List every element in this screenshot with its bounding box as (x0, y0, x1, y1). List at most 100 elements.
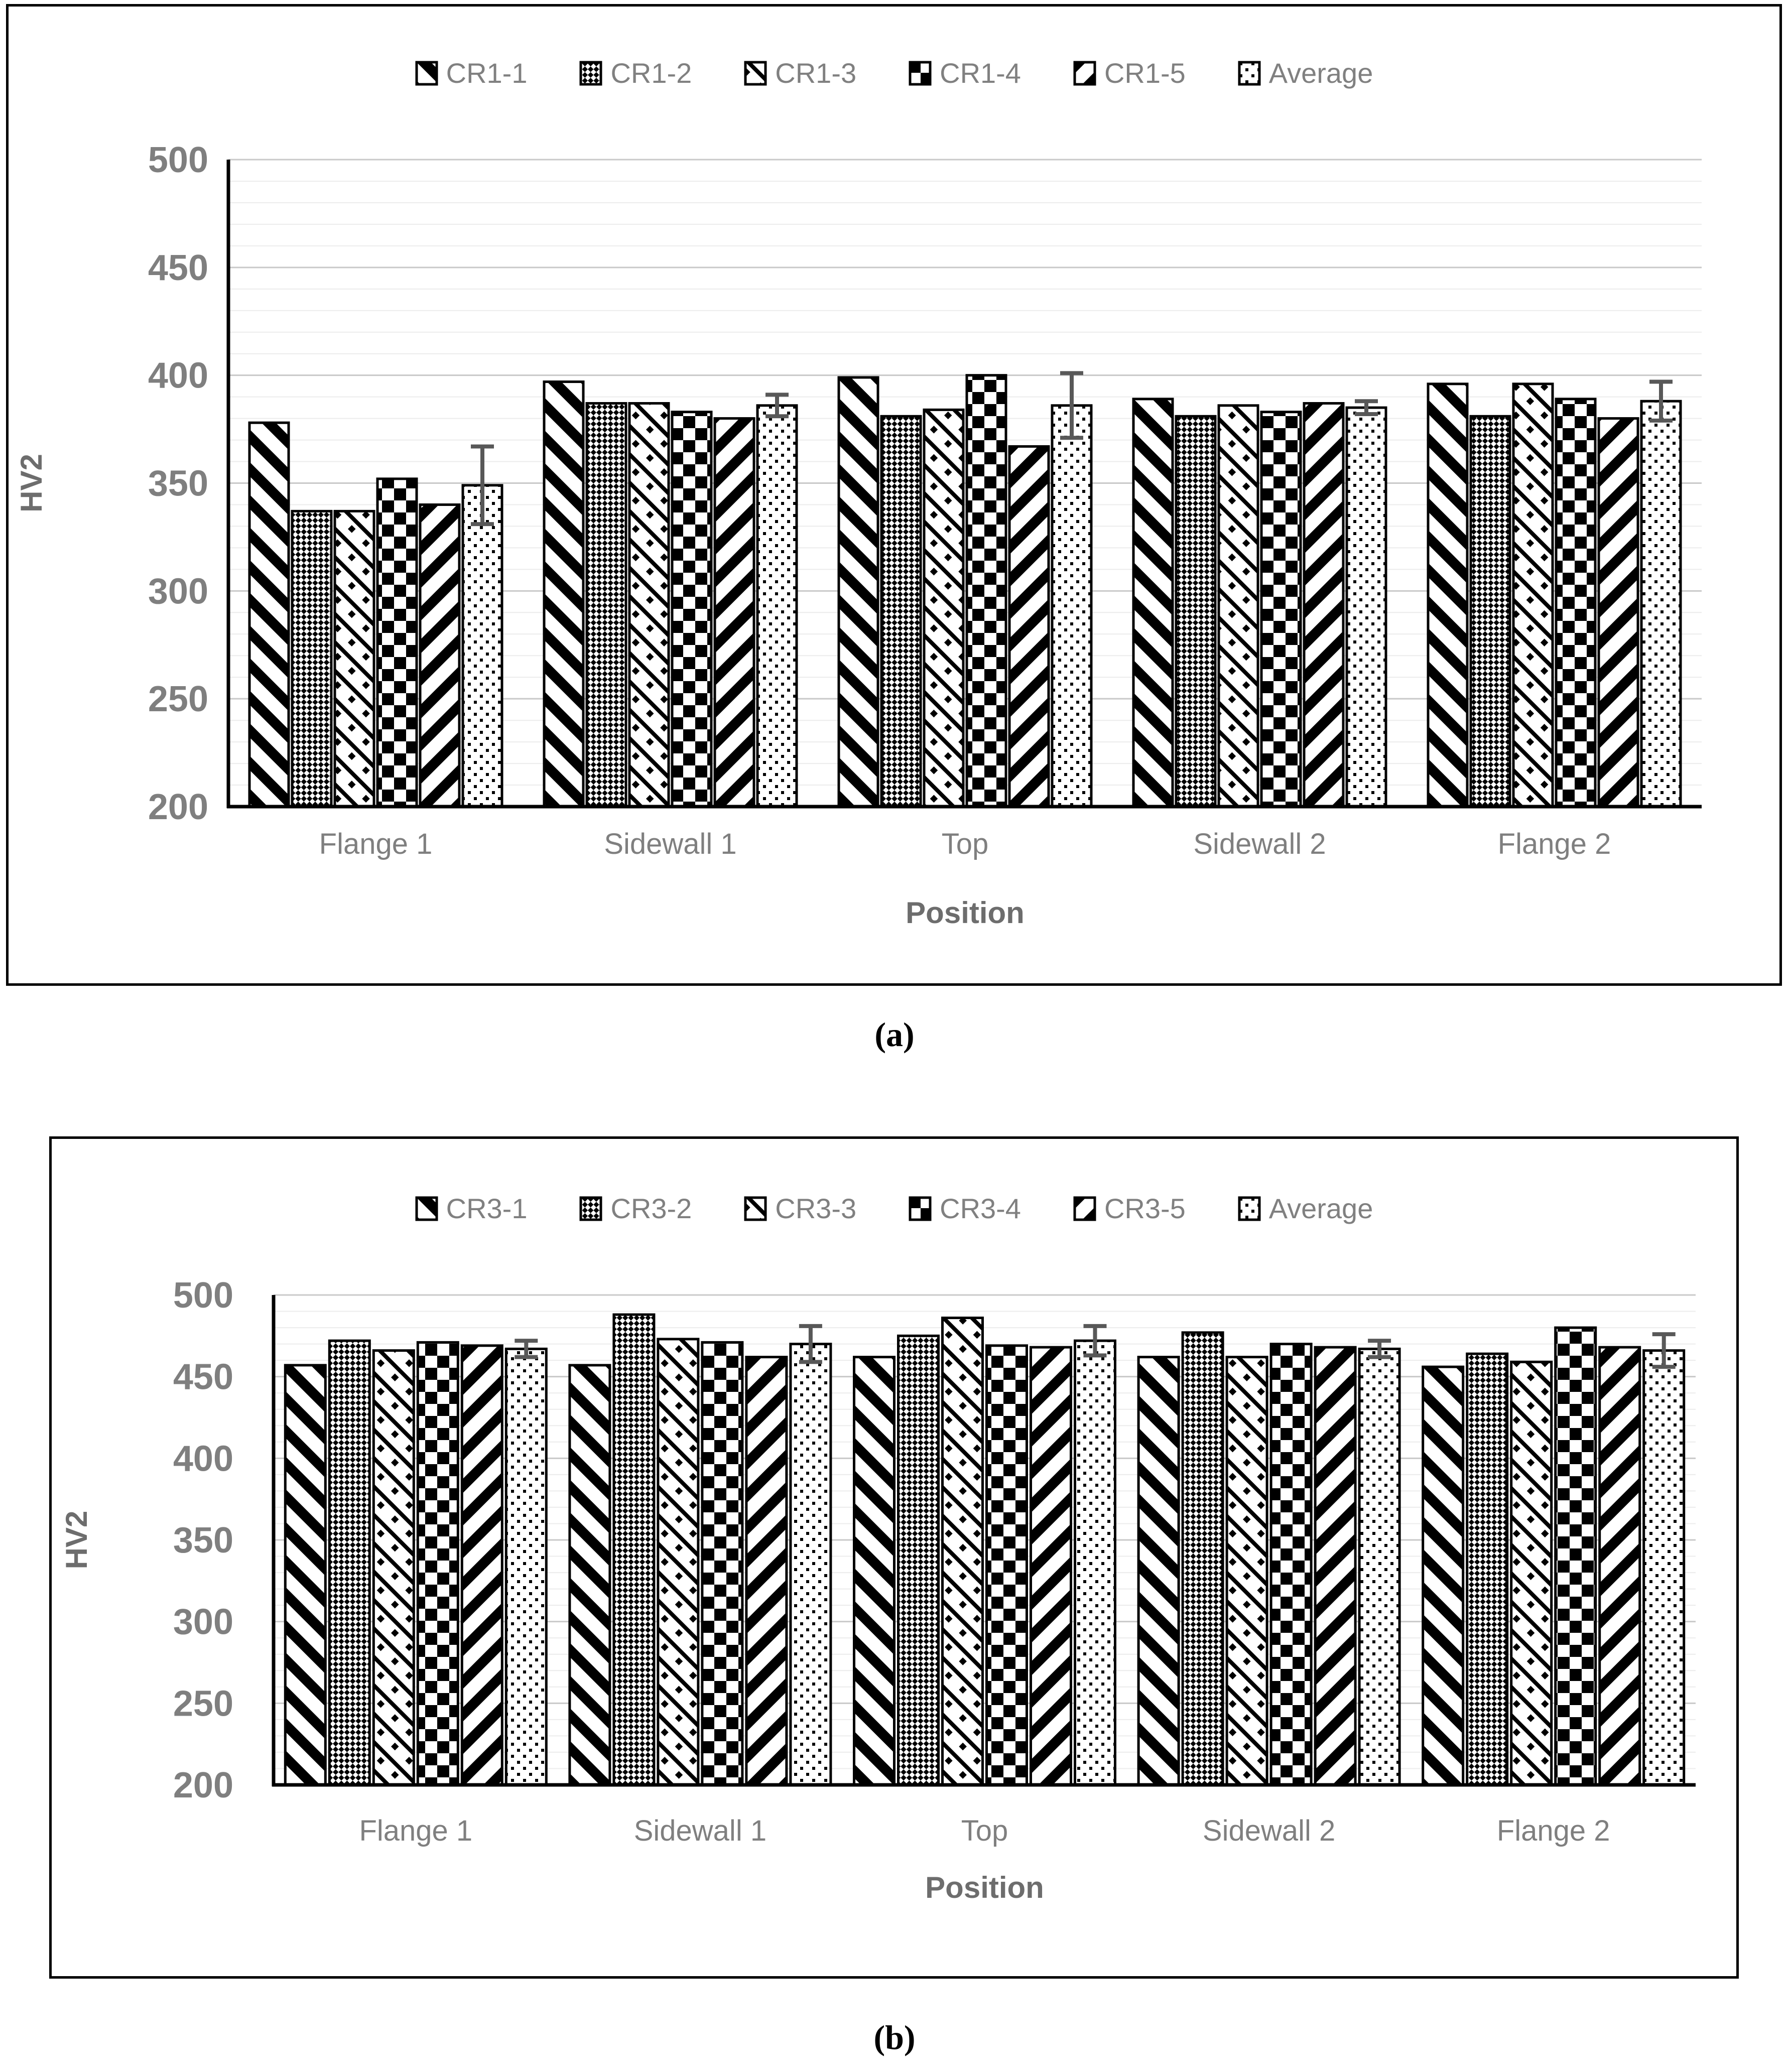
bar-cr1-1-flange-2 (1427, 382, 1469, 808)
x-axis-title: Position (925, 1871, 1044, 1904)
x-tick-label: Flange 1 (359, 1815, 472, 1847)
bar-cr3-3-sidewall-2 (1225, 1356, 1268, 1786)
bar-cr3-4-top (985, 1344, 1028, 1786)
bar-cr3-2-sidewall-2 (1181, 1331, 1224, 1786)
bar-cr1-1-flange-1 (248, 421, 290, 808)
bar-cr1-2-sidewall-2 (1175, 415, 1217, 808)
legend-label: CR1-5 (1104, 57, 1186, 89)
legend-item-cr3-1: CR3-1 (415, 1192, 528, 1225)
bar-cr3-4-flange-2 (1554, 1326, 1597, 1786)
bar-cr1-5-sidewall-1 (713, 417, 755, 808)
legend-label: CR3-1 (446, 1193, 528, 1224)
legend-label: CR1-4 (940, 57, 1021, 89)
legend-label: CR3-4 (940, 1193, 1021, 1224)
bar-cr1-4-flange-1 (376, 477, 418, 808)
chart-b-legend: CR3-1 CR3-2 CR3-3 CR3-4 CR3-5 Average (52, 1192, 1736, 1225)
legend-swatch-diag-up-bold-icon (1073, 61, 1096, 85)
bar-cr3-1-flange-1 (284, 1364, 327, 1786)
legend-item-cr3-3: CR3-3 (744, 1192, 856, 1225)
bar-cr1-2-top (880, 415, 922, 808)
legend-swatch-checkerboard-icon (909, 1196, 932, 1221)
chart-a: Flange 1 Sidewall 1 Top Sidewall 2 Flange 2 2… (15, 140, 1702, 930)
bar-cr3-1-flange-2 (1422, 1365, 1465, 1786)
x-axis-title: Position (906, 896, 1025, 930)
x-tick-label: Sidewall 2 (1193, 828, 1326, 860)
bar-cr3-3-flange-2 (1510, 1360, 1553, 1786)
bar-average-sidewall-1 (756, 404, 798, 808)
y-tick-label: 300 (148, 571, 208, 611)
bar-cr3-2-top (897, 1334, 940, 1786)
bar-cr3-3-top (941, 1317, 984, 1786)
legend-swatch-diag-down-dash-icon (744, 1196, 767, 1221)
legend-label: CR3-5 (1104, 1193, 1186, 1224)
y-tick-label: 250 (173, 1684, 233, 1724)
y-axis-title: HV2 (15, 454, 48, 512)
bar-cr3-5-top (1030, 1346, 1072, 1786)
bar-cr3-3-flange-1 (372, 1349, 415, 1786)
y-axis-title: HV2 (60, 1511, 93, 1570)
bar-average-top (1051, 404, 1093, 808)
bar-cr1-4-flange-2 (1555, 398, 1597, 808)
legend-item-cr3-2: CR3-2 (579, 1192, 692, 1225)
legend-item-cr1-5: CR1-5 (1073, 57, 1186, 89)
y-tick-label: 400 (173, 1439, 233, 1479)
legend-label: CR3-3 (775, 1193, 857, 1224)
legend-swatch-dots-icon (1238, 1196, 1261, 1221)
bar-cr3-1-sidewall-1 (568, 1364, 611, 1786)
legend-label: CR1-2 (610, 57, 692, 89)
bar-cr1-5-flange-1 (419, 503, 461, 808)
legend-item-average: Average (1238, 57, 1373, 89)
y-tick-label: 350 (148, 464, 208, 504)
bar-cr1-3-flange-2 (1512, 382, 1554, 808)
bar-cr3-5-sidewall-1 (745, 1356, 788, 1786)
y-tick-label: 500 (148, 140, 208, 180)
legend-swatch-checkerboard-icon (909, 61, 932, 85)
x-tick-label: Flange 2 (1498, 828, 1611, 860)
bar-average-sidewall-2 (1358, 1347, 1401, 1786)
chart-a-legend: CR1-1 CR1-2 CR1-3 CR1-4 CR1-5 Average (9, 57, 1779, 89)
bar-cr1-2-flange-2 (1469, 415, 1511, 808)
bar-average-flange-2 (1640, 400, 1682, 808)
x-tick-label: Top (942, 828, 989, 860)
x-tick-label: Flange 2 (1497, 1815, 1610, 1847)
bar-cr1-2-sidewall-1 (585, 402, 627, 808)
bar-cr1-4-sidewall-1 (671, 411, 713, 808)
legend-item-cr3-4: CR3-4 (909, 1192, 1021, 1225)
bar-cr1-3-sidewall-1 (628, 402, 670, 808)
legend-swatch-diag-down-bold-icon (415, 61, 438, 85)
legend-swatch-diag-down-bold-icon (415, 1196, 438, 1221)
chart-b: Flange 1 Sidewall 1 Top Sidewall 2 Flange 2 2… (60, 1275, 1696, 1904)
y-tick-label: 200 (173, 1765, 233, 1805)
bar-cr3-4-flange-1 (416, 1341, 459, 1786)
legend-swatch-fine-checker-icon (579, 1196, 602, 1221)
bar-cr3-3-sidewall-1 (657, 1338, 700, 1786)
legend-item-cr1-3: CR1-3 (744, 57, 856, 89)
bar-cr3-2-flange-1 (328, 1339, 371, 1786)
x-tick-label: Top (961, 1815, 1008, 1847)
bar-cr3-2-flange-2 (1466, 1352, 1509, 1786)
bar-average-top (1074, 1339, 1116, 1786)
bar-cr1-5-top (1008, 445, 1050, 808)
bar-average-sidewall-2 (1345, 406, 1387, 808)
legend-item-cr3-5: CR3-5 (1073, 1192, 1186, 1225)
legend-label: CR1-1 (446, 57, 528, 89)
bar-cr3-5-flange-2 (1598, 1346, 1641, 1786)
x-tick-label: Sidewall 1 (604, 828, 736, 860)
legend-label: Average (1268, 1193, 1373, 1224)
bar-cr1-3-sidewall-2 (1217, 404, 1259, 808)
bar-average-flange-1 (504, 1347, 548, 1786)
bar-cr3-5-sidewall-2 (1314, 1346, 1357, 1786)
x-tick-label: Sidewall 2 (1203, 1815, 1335, 1847)
x-tick-label: Sidewall 1 (634, 1815, 766, 1847)
legend-label: Average (1268, 57, 1373, 89)
bar-cr1-3-flange-1 (333, 509, 375, 808)
y-tick-label: 500 (173, 1275, 233, 1316)
bar-cr1-3-top (923, 408, 965, 808)
bar-cr3-4-sidewall-1 (701, 1341, 744, 1786)
caption-b: (b) (873, 2018, 916, 2056)
bar-cr1-1-sidewall-2 (1132, 398, 1174, 808)
bar-cr1-1-top (837, 376, 879, 808)
bar-cr3-2-sidewall-1 (612, 1313, 656, 1786)
y-tick-label: 250 (148, 679, 208, 719)
